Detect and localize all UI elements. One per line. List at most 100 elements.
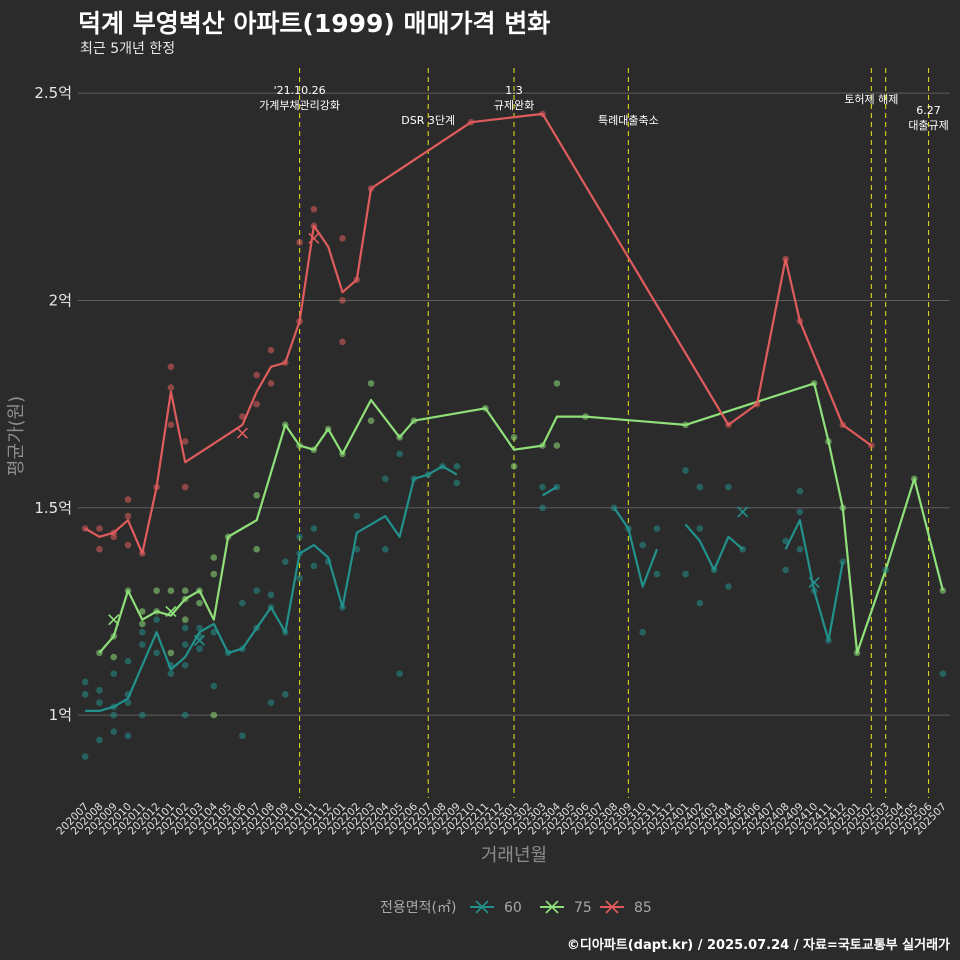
data-point (81, 753, 89, 760)
event-label: '21.10.26 (274, 84, 326, 97)
data-point (281, 558, 289, 565)
data-point (153, 649, 160, 657)
data-point (181, 483, 189, 491)
data-point (281, 628, 289, 636)
data-point (224, 649, 232, 657)
data-point (281, 359, 289, 366)
data-point (796, 487, 804, 495)
data-point (153, 608, 160, 615)
data-point (181, 662, 189, 669)
data-point (310, 525, 318, 532)
cross-point (236, 427, 248, 439)
data-point (853, 649, 861, 657)
legend-title: 전용면적(㎡) (380, 900, 456, 916)
data-point (153, 587, 160, 594)
data-point (796, 317, 804, 325)
data-point (253, 400, 260, 408)
data-point (181, 711, 189, 719)
legend-key-cross (545, 900, 559, 914)
data-point (939, 670, 947, 677)
data-point (181, 438, 189, 445)
data-point (653, 570, 661, 578)
data-point (124, 699, 132, 706)
series-line (684, 523, 744, 572)
y-tick-labels: 1억 1.5억 2억 2.5억 (34, 84, 72, 724)
data-point (110, 711, 118, 719)
data-point (267, 603, 275, 611)
data-point (653, 525, 661, 532)
data-point (367, 185, 375, 192)
series-line (84, 112, 873, 555)
data-point (139, 608, 146, 615)
data-point (353, 512, 361, 520)
y-tick-label: 2억 (49, 291, 72, 309)
data-point (181, 587, 189, 594)
data-point (281, 691, 289, 698)
data-point (139, 628, 146, 636)
chart-subtitle: 최근 5개년 한정 (80, 41, 176, 57)
cross-point (108, 614, 120, 626)
event-label: DSR 3단계 (401, 114, 455, 127)
cross-point (737, 506, 749, 518)
data-point (467, 118, 475, 126)
data-point (696, 599, 704, 607)
legend-key-cross (605, 900, 619, 914)
data-point (96, 686, 103, 694)
data-point (725, 483, 732, 491)
y-axis-title: 평균가(원) (6, 396, 27, 476)
data-point (396, 670, 403, 677)
x-axis-title: 거래년월 (481, 845, 547, 866)
legend-label: 60 (504, 900, 522, 916)
data-point (725, 421, 732, 429)
data-point (267, 346, 275, 354)
data-point (696, 483, 704, 491)
data-point (839, 558, 847, 565)
data-point (253, 545, 260, 553)
data-point (110, 529, 118, 536)
y-tick-label: 1.5억 (34, 499, 72, 517)
data-point (553, 442, 561, 449)
series-line (98, 382, 944, 654)
data-point (910, 475, 918, 483)
data-point (710, 566, 718, 574)
data-point (753, 400, 761, 408)
data-point (310, 562, 318, 570)
data-point (682, 570, 689, 578)
data-point (825, 637, 832, 644)
data-point (153, 616, 160, 624)
data-point (81, 678, 89, 686)
data-point (810, 587, 818, 594)
data-point (239, 732, 246, 740)
data-point (253, 587, 260, 594)
data-point (110, 653, 118, 661)
data-point (439, 463, 446, 470)
data-point (424, 471, 432, 478)
data-point (367, 417, 375, 425)
legend: 전용면적(㎡) 60 75 85 (380, 900, 652, 916)
event-label: 특례대출축소 (598, 114, 659, 127)
data-point (167, 662, 175, 669)
data-point (181, 641, 189, 648)
data-point (81, 691, 89, 698)
data-point (210, 628, 218, 636)
data-point (367, 380, 375, 387)
data-point (210, 554, 218, 561)
data-point (782, 537, 789, 545)
data-point (196, 624, 203, 632)
data-point (868, 442, 875, 449)
data-point (124, 512, 132, 520)
data-point (825, 438, 832, 445)
data-point (539, 110, 546, 118)
data-point (253, 492, 260, 499)
data-point (196, 599, 203, 607)
data-point (253, 624, 260, 632)
data-point (124, 732, 132, 740)
data-point (96, 699, 103, 706)
data-point (339, 603, 346, 611)
data-points-layer (81, 110, 947, 760)
data-point (167, 421, 175, 429)
data-point (796, 508, 804, 516)
data-point (410, 475, 418, 483)
grid-layer (78, 92, 950, 716)
